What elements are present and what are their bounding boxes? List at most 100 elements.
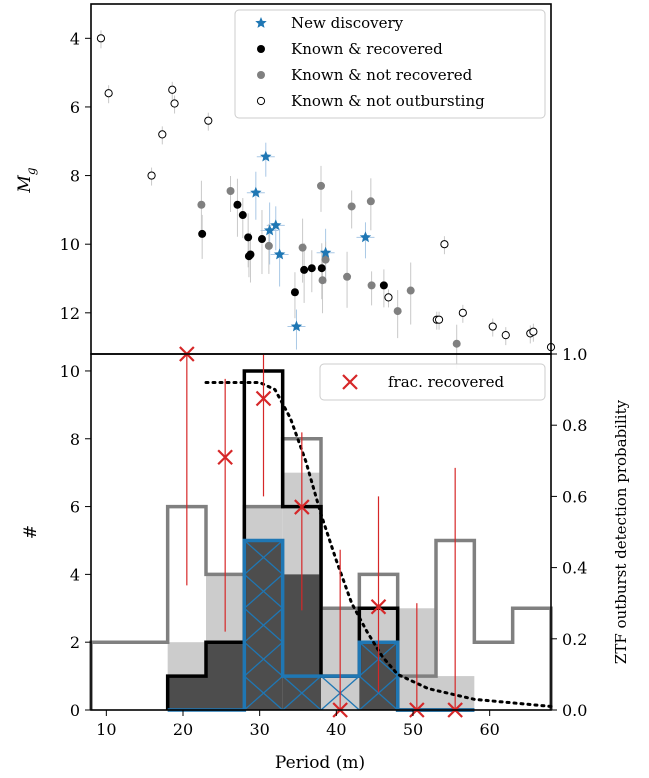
y2-tick-label: 0.6 [562,487,587,506]
y-axis-label-top-main: M [15,175,35,194]
point-new-discovery [263,224,276,236]
y-tick-label-top: 12 [60,304,80,323]
y-tick-label-top: 4 [70,29,80,48]
y-axis-label-bottom: # [21,525,41,539]
x-axis-label: Period (m) [275,753,365,773]
bottom-plot-frame [90,353,552,711]
legend-label-top: Known & not recovered [291,66,473,84]
point-known-not-recovered [321,255,330,264]
point-known-recovered [257,235,266,244]
point-known-not-recovered [393,307,402,316]
point-known-recovered [379,281,388,290]
hatch-new [243,573,284,609]
y-tick-label-top: 10 [60,235,80,254]
y-tick-label-bottom: 4 [70,565,80,584]
point-known-not-outbursting [440,240,449,249]
legend-marker-known-not-recovered [257,71,265,79]
point-new-discovery [273,248,286,260]
y-tick-label-bottom: 6 [70,498,80,517]
point-known-not-recovered [226,187,235,196]
legend-marker-known-not-outbursting [256,96,266,106]
point-known-not-outbursting [158,130,167,139]
frac-recovered-marker [370,598,387,615]
point-known-recovered [198,229,207,238]
point-known-recovered [246,250,255,259]
y2-tick-label: 0.2 [562,630,587,649]
legend-label-bottom: frac. recovered [388,373,504,391]
legend-marker-new-discovery [255,17,267,28]
point-known-not-outbursting [384,293,393,302]
legend-marker-frac-recovered [342,374,358,390]
y2-tick-label: 0.8 [562,416,587,435]
point-known-not-outbursting [501,331,510,340]
legend-label-top: Known & not outbursting [291,92,485,110]
point-new-discovery [260,150,272,162]
bottom-panel-histogram: 0 2 4 6 8 10 0.0 0.2 0.4 0.6 0.8 1.0 10 20 30 40 50 60 fra… [60,345,588,739]
bar-recovered-fill [167,676,206,710]
point-known-not-outbursting [458,308,467,317]
x-tick-label: 20 [173,720,193,739]
point-known-not-recovered [406,286,415,295]
point-new-discovery [319,246,332,258]
hatch-new [243,641,284,677]
point-known-recovered [290,288,299,297]
point-known-not-outbursting [434,315,444,324]
point-known-recovered [238,211,247,220]
top-panel-magnitude-vs-period: 4 6 8 10 12 New discovery Known & recovered Kno… [60,3,556,369]
y-tick-label-top: 8 [70,167,80,186]
hatch-new [243,539,284,575]
detection-probability-curve [204,380,553,708]
y2-axis-label-bottom: ZTF outburst detection probability [612,399,630,664]
point-known-not-outbursting [96,34,106,43]
y-tick-label-bottom: 8 [70,430,80,449]
point-known-not-recovered [264,241,273,250]
point-known-recovered [300,265,309,274]
frac-recovered-marker [217,449,233,466]
point-known-not-outbursting [170,99,179,108]
legend-label-top: New discovery [291,14,404,32]
point-known-not-outbursting [147,171,156,180]
point-known-not-outbursting [529,327,538,336]
point-known-not-recovered [347,202,356,211]
hatch-new [282,675,322,711]
point-new-discovery [359,231,372,243]
legend-top [234,9,546,119]
hatch-new [243,675,284,711]
point-new-discovery [250,186,262,198]
y-tick-label-bottom: 10 [60,362,80,381]
bar-recovered-fill [206,642,245,710]
point-known-not-recovered [317,181,325,190]
point-known-not-recovered [452,339,461,348]
x-tick-label: 10 [96,720,116,739]
x-tick-label: 50 [403,720,423,739]
point-known-recovered [317,264,326,273]
point-new-discovery [270,219,282,231]
legend-marker-known-recovered [257,45,265,53]
point-known-recovered [244,233,253,242]
point-known-not-recovered [298,243,307,252]
point-known-not-outbursting [104,89,113,98]
point-known-recovered [307,264,316,273]
x-tick-label: 30 [249,720,269,739]
point-known-not-recovered [318,276,327,285]
y-axis-label-top-sub: g [24,167,38,175]
hatch-new [243,607,284,643]
y-tick-label-top: 6 [70,98,80,117]
frac-recovered-marker [255,390,272,407]
hatch-new [358,675,399,711]
point-known-not-recovered [197,200,206,209]
y2-tick-label: 1.0 [562,345,587,364]
point-known-not-recovered [366,197,375,206]
y-axis-label-top: Mg [15,167,38,193]
point-known-recovered [233,200,242,209]
y-tick-label-bottom: 2 [70,633,80,652]
point-known-not-outbursting [168,85,177,94]
point-known-not-recovered [367,281,376,290]
point-known-not-outbursting [488,322,497,331]
frac-recovered-marker [294,499,310,515]
y2-tick-label: 0.0 [562,701,587,720]
x-tick-label: 40 [326,720,346,739]
x-tick-label: 60 [479,720,499,739]
legend-label-top: Known & recovered [291,40,443,58]
